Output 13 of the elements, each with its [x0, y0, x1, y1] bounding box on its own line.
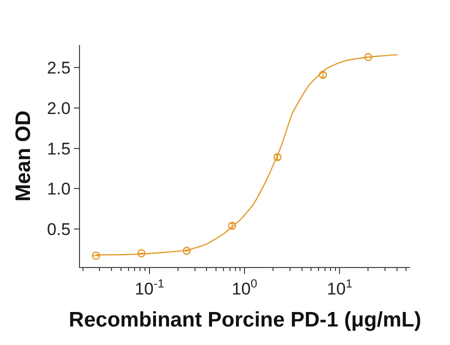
y-tick-label: 0.5 [46, 220, 71, 240]
point [137, 249, 146, 258]
point [364, 53, 372, 62]
x-tick-label: 10$^{-1}$ [134, 276, 165, 298]
y-tick-label: 1.0 [46, 180, 71, 199]
x-tick-label: 10$^{1}$ [326, 276, 353, 298]
x-axis-title: Recombinant Porcine PD-1 (μg/mL) [68, 308, 422, 332]
point [182, 246, 191, 255]
x-tick-label: 10$^{0}$ [232, 276, 258, 298]
y-tick-label: 2.5 [46, 58, 71, 78]
y-axis-title: Mean OD [12, 110, 36, 202]
y-tick-label: 1.5 [46, 139, 71, 158]
y-tick-label: 2.0 [46, 98, 71, 118]
